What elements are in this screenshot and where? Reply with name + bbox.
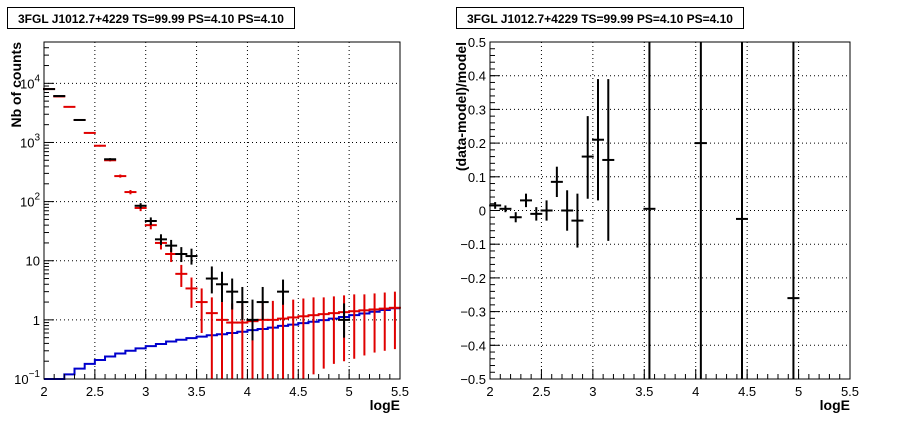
- x-tick-label: 2.5: [532, 384, 550, 399]
- model-point-series: [43, 88, 401, 379]
- y-tick-base: 1: [33, 313, 40, 328]
- y-tick-label: 0.2: [468, 136, 486, 151]
- y-tick-label: 0.3: [468, 102, 486, 117]
- x-tick-label: 3: [589, 384, 596, 399]
- y-tick-base: 10: [20, 195, 34, 210]
- x-tick-label: 5.5: [841, 384, 859, 399]
- y-tick-exponent: −1: [29, 369, 41, 380]
- background-model-line: [44, 307, 400, 380]
- x-tick-label: 2: [486, 384, 493, 399]
- x-tick-label: 5.5: [391, 384, 409, 399]
- y-tick-exponent: 2: [34, 192, 40, 203]
- x-tick-label: 4: [244, 384, 251, 399]
- x-tick-label: 5: [346, 384, 353, 399]
- y-tick-label: 0.4: [468, 69, 486, 84]
- x-tick-label: 3: [142, 384, 149, 399]
- y-tick-exponent: 3: [34, 132, 40, 143]
- y-tick-label: 103: [20, 132, 40, 150]
- y-tick-label: 104: [20, 73, 40, 91]
- counts-chart-title: 3FGL J1012.7+4229 TS=99.99 PS=4.10 PS=4.…: [7, 7, 295, 29]
- y-tick-label: 10: [26, 254, 40, 269]
- counts-chart-panel: 2 2.5 3 3.5 4 4.5 5 5.5 10−1 1 10 102 103 104 logE Nb o…: [7, 7, 409, 413]
- residual-chart-panel: 2 2.5 3 3.5 4 4.5 5 5.5 −0.5 −0.4 −0.3 −0.2 −0.1 0 0.1…: [449, 0, 898, 421]
- y-tick-label: −0.3: [460, 305, 486, 320]
- y-tick-label: 0.1: [468, 170, 486, 185]
- x-axis-label: logE: [370, 397, 400, 413]
- x-tick-label: 4.5: [289, 384, 307, 399]
- y-tick-label: 0: [479, 204, 486, 219]
- x-tick-label: 2.5: [86, 384, 104, 399]
- data-point-series: [43, 88, 351, 341]
- x-tick-label: 4.5: [738, 384, 756, 399]
- y-tick-label: 10−1: [14, 369, 40, 387]
- y-tick-label: −0.4: [460, 338, 486, 353]
- x-axis-label: logE: [820, 397, 850, 413]
- y-tick-exponent: 4: [34, 73, 40, 84]
- y-tick-base: 10: [14, 372, 28, 387]
- y-tick-base: 10: [20, 76, 34, 91]
- y-tick-label: 0.5: [468, 35, 486, 50]
- residual-chart-svg: 2 2.5 3 3.5 4 4.5 5 5.5 −0.5 −0.4 −0.3 −0.2 −0.1 0 0.1…: [453, 35, 859, 413]
- y-tick-label: −0.5: [460, 372, 486, 387]
- x-tick-label: 3.5: [188, 384, 206, 399]
- x-tick-label: 4: [692, 384, 699, 399]
- y-axis-label: Nb of counts: [8, 42, 24, 128]
- residual-chart-title: 3FGL J1012.7+4229 TS=99.99 PS=4.10 PS=4.…: [456, 7, 744, 29]
- y-tick-label: −0.2: [460, 271, 486, 286]
- y-tick-label: 1: [33, 313, 40, 328]
- x-tick-label: 2: [40, 384, 47, 399]
- y-tick-label: 102: [20, 192, 40, 210]
- x-tick-label: 3.5: [635, 384, 653, 399]
- y-axis-label: (data-model)/model: [453, 42, 469, 171]
- y-tick-base: 10: [20, 135, 34, 150]
- x-tick-label: 5: [795, 384, 802, 399]
- y-tick-label: −0.1: [460, 237, 486, 252]
- data-point-series: [489, 42, 800, 379]
- y-tick-base: 10: [26, 254, 40, 269]
